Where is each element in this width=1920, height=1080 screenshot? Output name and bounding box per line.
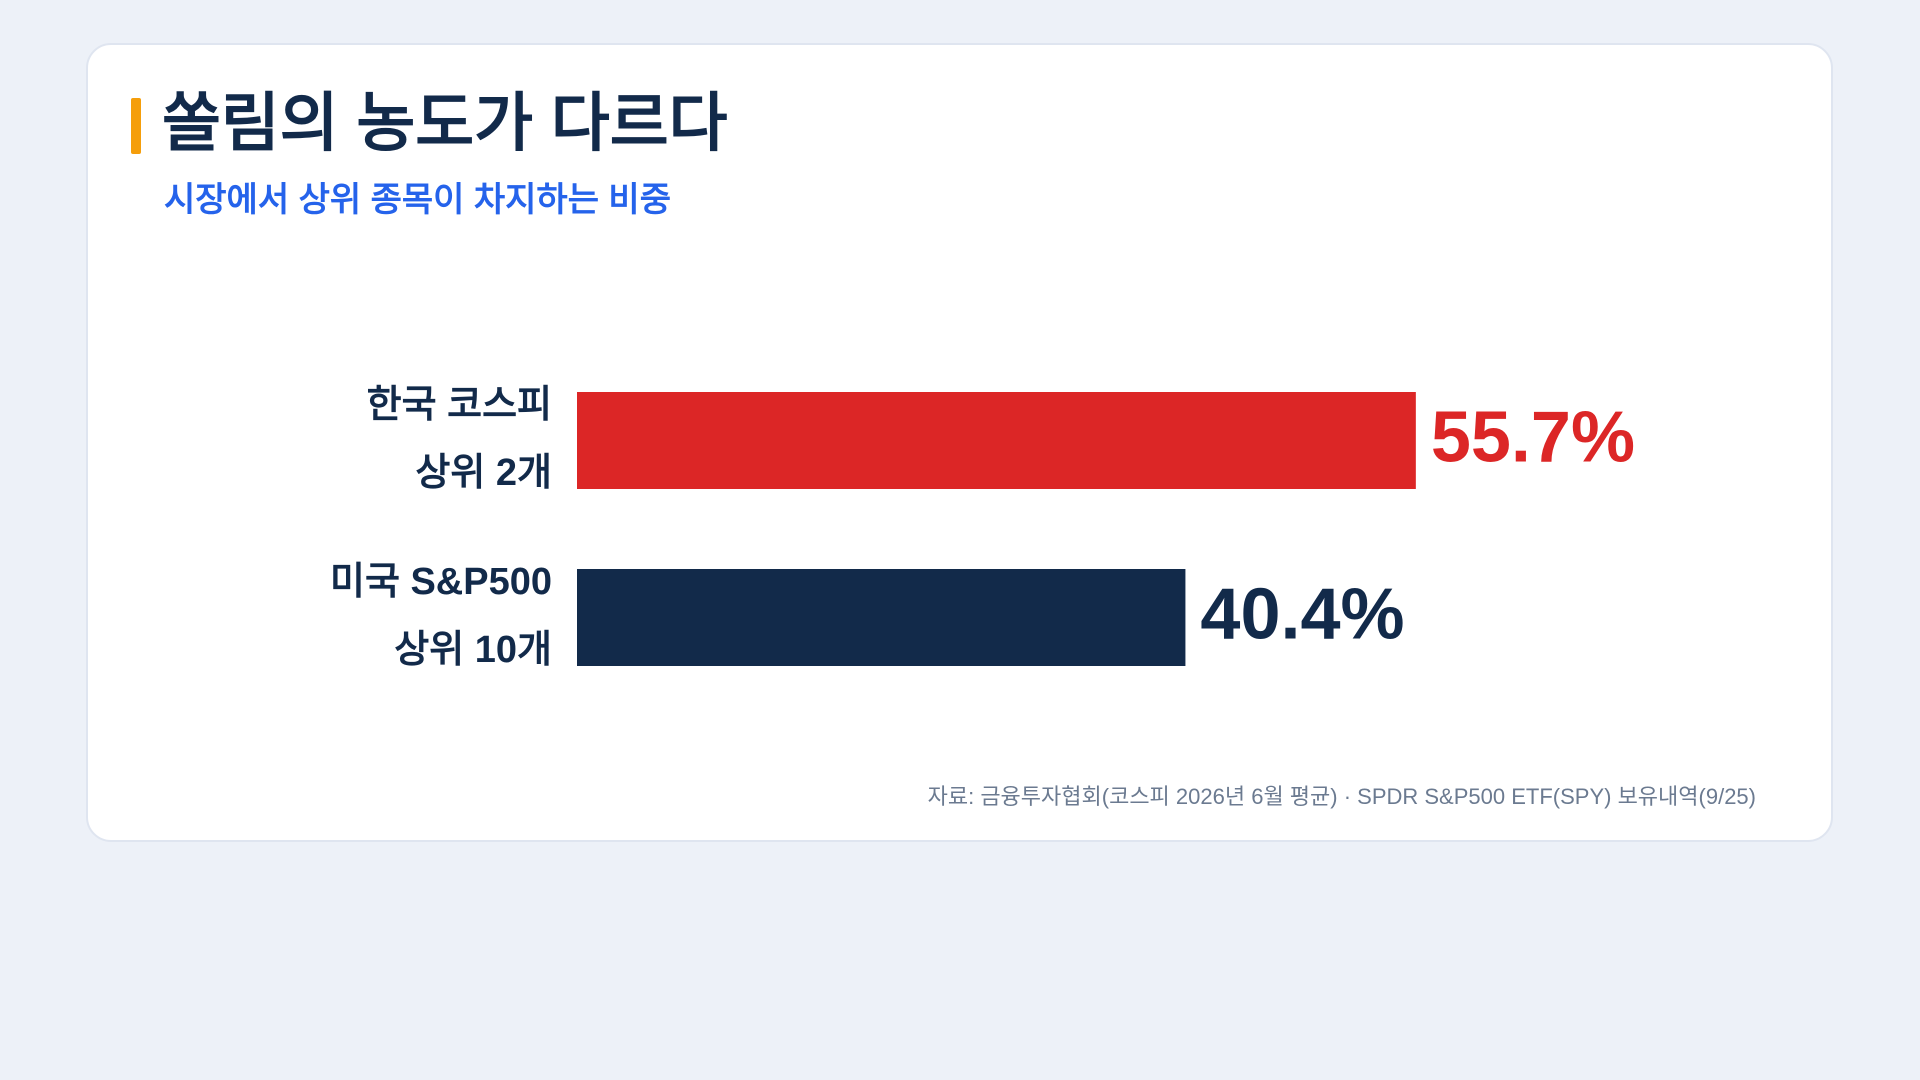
category-label: 상위 10개 [394,629,552,671]
category-label: 한국 코스피 [367,384,552,426]
chart-title: 쏠림의 농도가 다르다 [162,87,728,159]
category-label: 상위 2개 [415,452,552,494]
bar [577,392,1416,489]
chart-subtitle: 시장에서 상위 종목이 차지하는 비중 [164,181,671,219]
bar [577,569,1186,666]
source-note: 자료: 금융투자협회(코스피 2026년 6월 평균) · SPDR S&P50… [928,784,1756,809]
title-accent [131,98,141,154]
value-label: 55.7% [1431,398,1635,478]
category-label: 미국 S&P500 [330,561,552,603]
value-label: 40.4% [1200,575,1404,655]
